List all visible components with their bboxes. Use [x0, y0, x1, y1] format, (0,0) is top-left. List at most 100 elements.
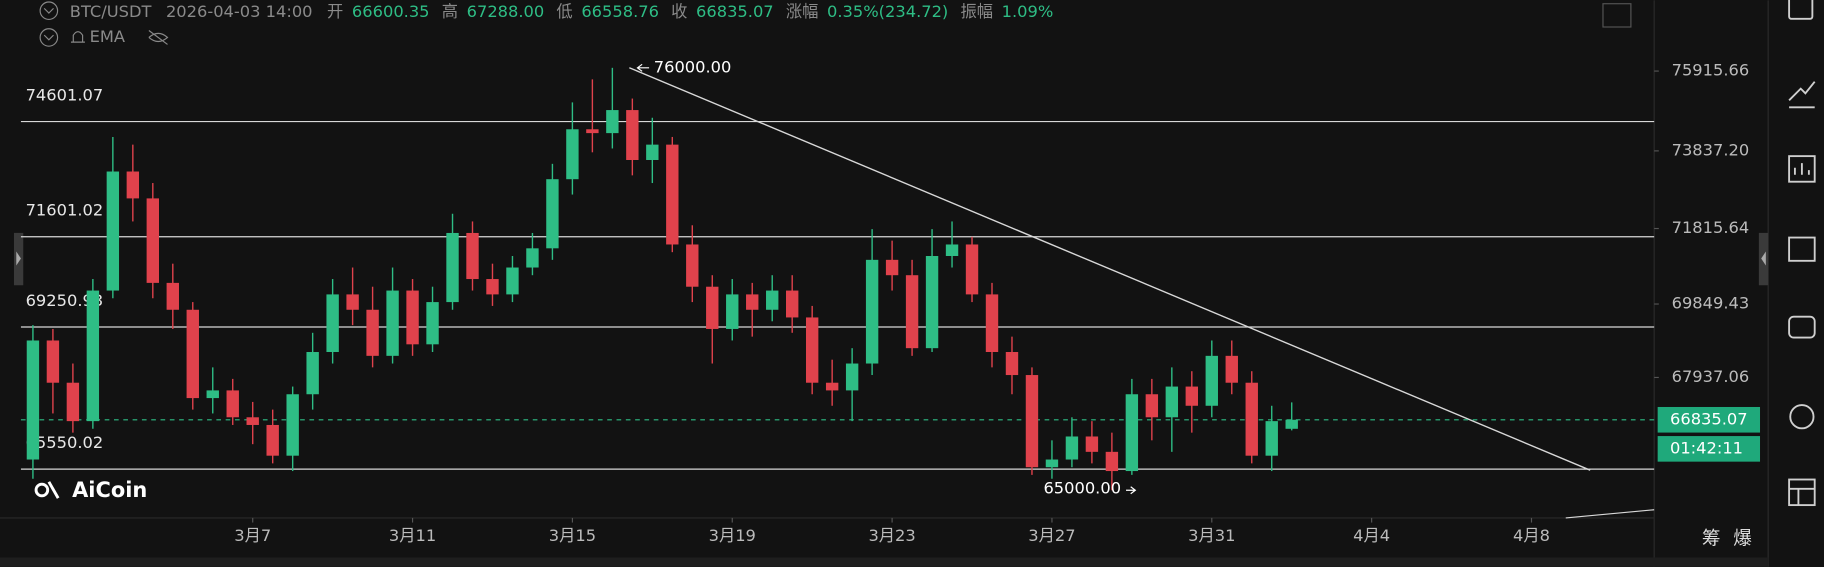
x-tick-label: 3月23: [868, 526, 915, 545]
field-label: 振幅: [960, 1, 993, 20]
candle-body: [1225, 355, 1238, 383]
candle-body: [905, 275, 919, 349]
price-tag-label: 66835.07: [1670, 409, 1748, 428]
candle-body: [1145, 394, 1159, 418]
candle-body: [985, 294, 999, 353]
chevron-icon: [43, 34, 54, 41]
candle-body: [126, 171, 140, 199]
x-tick-label: 3月19: [709, 526, 756, 545]
field-label: 高: [442, 1, 458, 20]
tool-icon[interactable]: [1788, 0, 1814, 20]
countdown-tag: [1657, 436, 1761, 462]
candle-body: [786, 290, 799, 318]
candle-body: [26, 340, 40, 460]
alert-icon[interactable]: [70, 31, 85, 43]
candle-body: [406, 290, 419, 345]
x-tick-label: 3月11: [389, 526, 436, 545]
header-info: BTC/USDT 2026-04-03 14:00 开 66600.35 高 6…: [70, 1, 1054, 20]
field-value: 66558.76: [581, 1, 659, 20]
candle-body: [1065, 436, 1079, 460]
field-value: 67288.00: [467, 1, 545, 20]
candle-body: [885, 259, 899, 276]
tool-icon[interactable]: [1788, 236, 1816, 262]
scrollbar[interactable]: [0, 557, 1769, 567]
candle-body: [825, 382, 839, 391]
fullscreen-button[interactable]: [1602, 3, 1632, 28]
side-tab[interactable]: 筹: [1702, 528, 1721, 549]
side-tab[interactable]: 爆: [1733, 528, 1752, 549]
toolbar: [1788, 0, 1816, 507]
candle-body: [766, 290, 779, 310]
level-label: 65550.02: [26, 433, 104, 452]
candle-body: [845, 363, 859, 391]
tool-icon[interactable]: [1789, 404, 1815, 430]
x-tick-label: 3月31: [1188, 526, 1235, 545]
candle-body: [166, 282, 179, 310]
candle-body: [306, 352, 319, 395]
x-tick-label: 4月8: [1513, 526, 1550, 545]
candle-body: [1125, 394, 1139, 472]
candle-body: [266, 424, 279, 456]
candle-body: [626, 110, 639, 160]
logo: AiCoin: [34, 478, 147, 502]
collapse-button[interactable]: [39, 28, 59, 47]
candle-body: [366, 309, 379, 356]
level-label: 74601.07: [26, 85, 104, 104]
y-tick-label: 75915.66: [1672, 61, 1750, 80]
field-label: 低: [556, 1, 572, 20]
candle-body: [206, 390, 219, 399]
candle-body: [566, 129, 579, 180]
candle-body: [686, 244, 699, 287]
candle-body: [1045, 459, 1059, 468]
tool-icon[interactable]: [1788, 81, 1816, 109]
candle-body: [805, 317, 819, 383]
candle-body: [1205, 355, 1218, 406]
candle-body: [726, 294, 739, 329]
x-tick-label: 4月4: [1353, 526, 1390, 545]
annotation: 65000.00: [1043, 479, 1121, 498]
field-value: 0.35%(234.72): [827, 1, 948, 20]
candle-body: [526, 248, 539, 268]
candle-body: [506, 267, 519, 295]
candle-body: [66, 382, 80, 422]
candle-body: [46, 340, 60, 383]
candle-body: [106, 171, 120, 291]
collapse-button[interactable]: [39, 1, 59, 21]
candle-body: [1285, 419, 1298, 429]
candle-body: [586, 129, 599, 134]
logo-mark: [47, 481, 60, 499]
tool-icon[interactable]: [1788, 315, 1816, 339]
field-value: 1.09%: [1002, 1, 1054, 20]
candle-body: [1265, 421, 1278, 456]
tool-icon[interactable]: [1788, 155, 1816, 183]
candle-body: [546, 179, 559, 249]
tool-icon-detail: [1793, 163, 1810, 175]
tool-icon[interactable]: [1788, 478, 1816, 507]
field-label: 涨幅: [786, 1, 819, 20]
candle-body: [1105, 451, 1119, 472]
candle-body: [865, 259, 879, 364]
candle-body: [706, 286, 719, 329]
candle-body: [1245, 382, 1258, 456]
annotation: 76000.00: [654, 57, 732, 76]
field-value: 66600.35: [352, 1, 430, 20]
candle-body: [346, 294, 359, 310]
y-tick-label: 73837.20: [1672, 140, 1750, 159]
tool-icon-detail: [1789, 487, 1815, 506]
hide-icon[interactable]: [148, 30, 169, 45]
field-label: 收: [671, 1, 687, 20]
candle-body: [186, 309, 199, 399]
candle-body: [146, 198, 160, 283]
field-label: 开: [327, 1, 343, 20]
annotation-arrow: [636, 63, 650, 72]
candle-body: [606, 110, 619, 134]
candle-body: [965, 244, 979, 295]
right-tab-arrow: [1761, 251, 1766, 266]
indicator-name[interactable]: EMA: [90, 27, 125, 46]
field-value: 66835.07: [696, 1, 774, 20]
candles: [26, 67, 1298, 491]
candle-body: [646, 144, 659, 160]
candle-body: [246, 417, 259, 425]
trend-line: [629, 67, 1591, 471]
price-tag: [1657, 406, 1761, 433]
